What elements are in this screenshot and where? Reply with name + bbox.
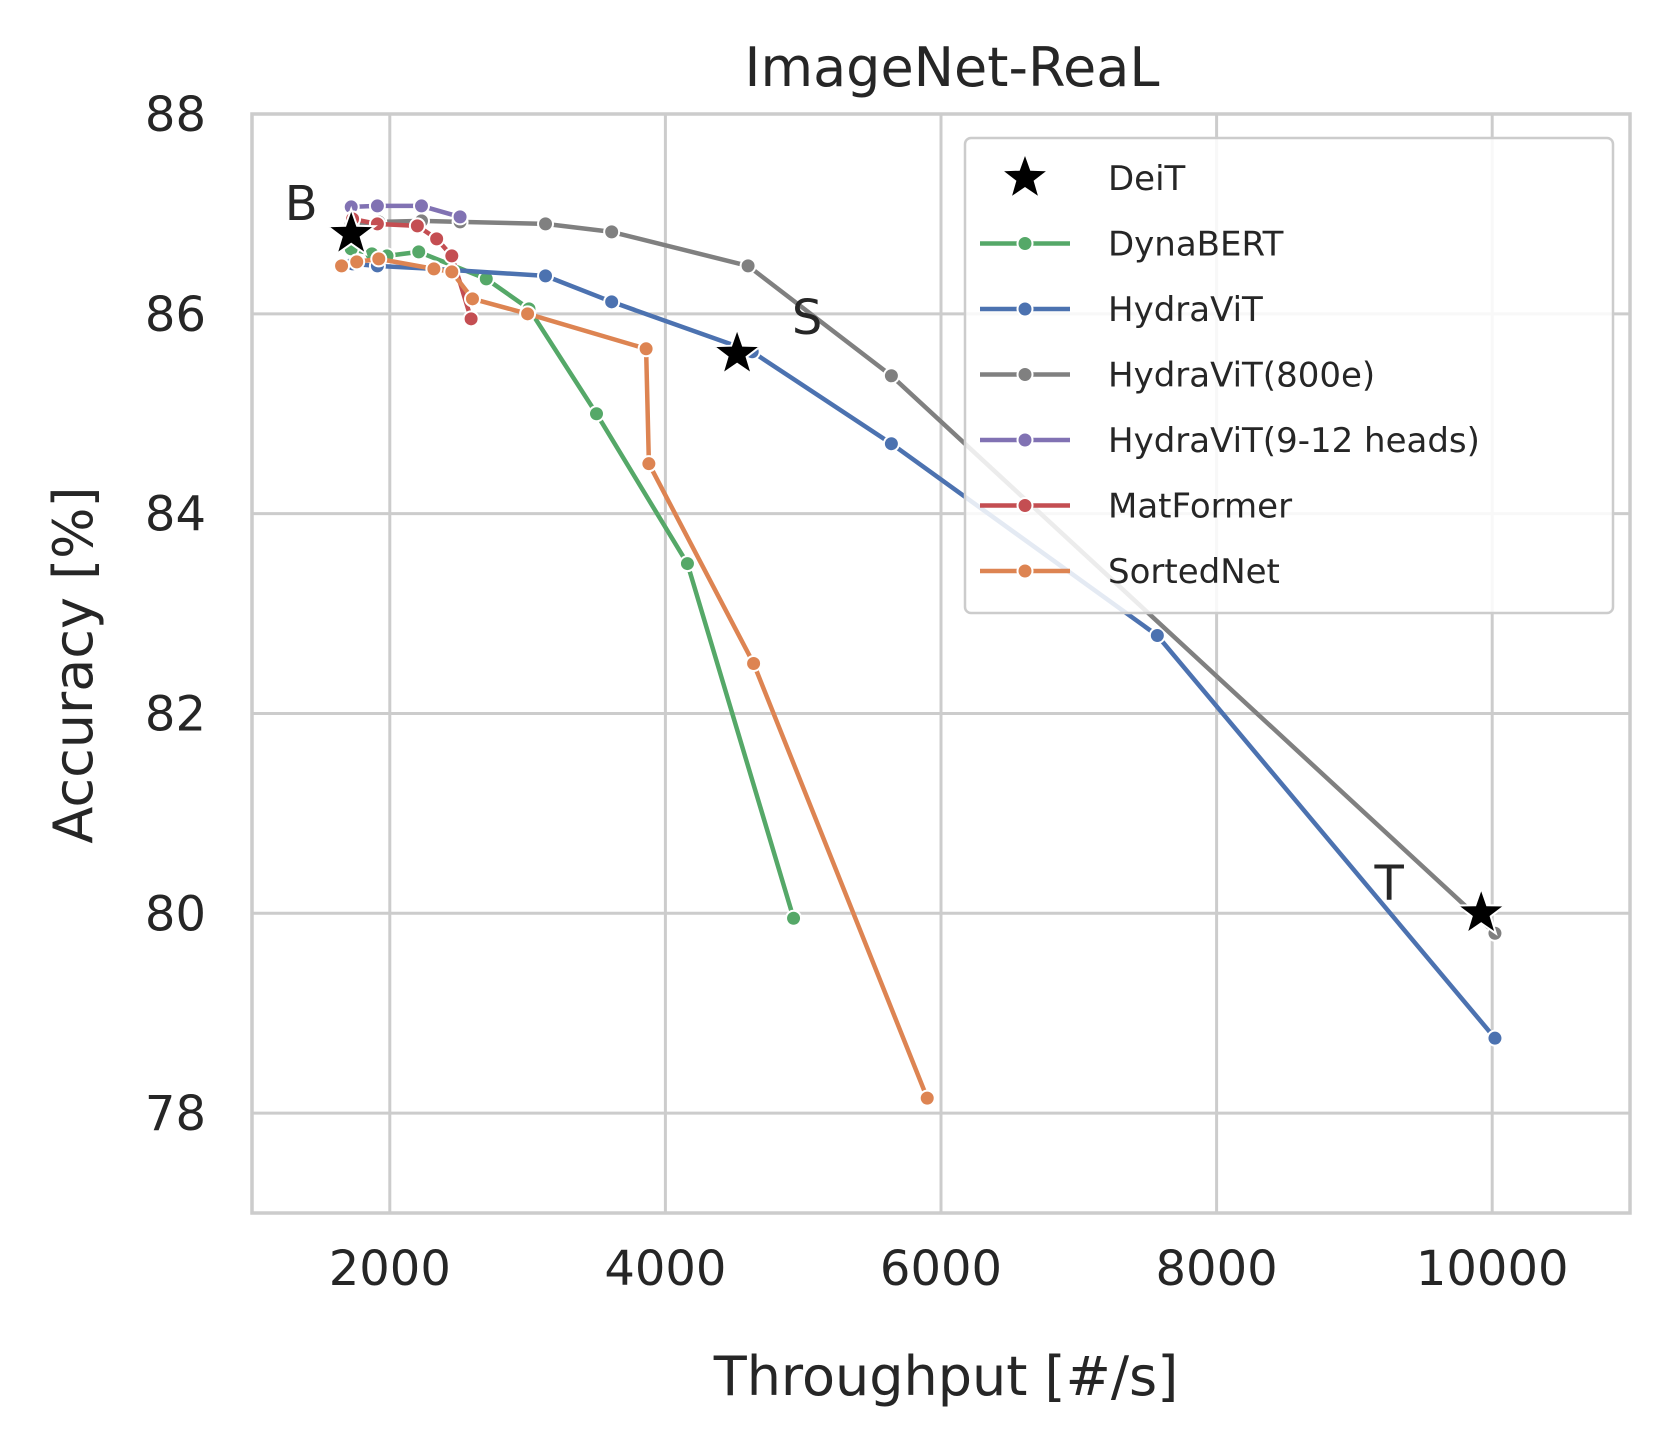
data-point xyxy=(745,655,763,672)
legend-marker-icon xyxy=(1016,431,1034,449)
legend-label: MatFormer xyxy=(1108,487,1292,527)
tick-labels: 2000 4000 6000 8000 10000 78 80 82 84 86 88 xyxy=(145,87,1569,1297)
data-point xyxy=(410,243,428,261)
deit-point-label: B xyxy=(285,176,318,232)
legend-box xyxy=(963,136,1615,615)
chart-title: ImageNet-ReaL xyxy=(745,36,1160,99)
x-tick-label: 6000 xyxy=(880,1241,1002,1297)
legend-label: DynaBERT xyxy=(1108,225,1284,265)
data-point xyxy=(882,367,900,385)
legend-marker-icon xyxy=(1016,497,1034,514)
legend-item: MatFormer xyxy=(980,487,1292,527)
deit-star-marker xyxy=(1454,885,1508,936)
legend-item: DynaBERT xyxy=(980,225,1284,265)
data-point xyxy=(463,290,481,308)
deit-star-marker xyxy=(710,325,764,377)
data-point xyxy=(443,263,461,281)
y-tick-label: 88 xyxy=(145,87,206,143)
legend-label: HydraViT xyxy=(1108,290,1263,330)
data-point xyxy=(918,1089,936,1107)
data-point xyxy=(443,247,461,265)
legend-label: HydraViT(9-12 heads) xyxy=(1108,421,1480,461)
data-point xyxy=(1486,1029,1504,1047)
data-point xyxy=(462,310,480,328)
data-point xyxy=(368,197,386,215)
legend-item: SortedNet xyxy=(980,552,1280,592)
legend-star-icon xyxy=(1004,156,1046,196)
data-point xyxy=(451,208,469,226)
data-point xyxy=(1148,627,1166,645)
data-point xyxy=(882,435,900,453)
x-tick-label: 10000 xyxy=(1416,1241,1569,1297)
legend-item: HydraViT(9-12 heads) xyxy=(980,421,1480,461)
deit-point-label: S xyxy=(792,290,822,346)
y-tick-label: 80 xyxy=(145,886,206,942)
legend-item: HydraViT xyxy=(980,290,1263,330)
data-point xyxy=(785,909,803,927)
data-point xyxy=(537,267,555,285)
deit-star-marker xyxy=(324,205,378,257)
data-point xyxy=(537,215,555,233)
data-point xyxy=(603,223,621,241)
data-point xyxy=(588,405,605,423)
data-point xyxy=(408,217,426,235)
x-tick-label: 4000 xyxy=(604,1241,726,1297)
data-point xyxy=(348,253,366,271)
plot-border xyxy=(250,112,1632,1215)
legend-label: DeiT xyxy=(1108,159,1186,199)
legend-marker-icon xyxy=(1016,366,1034,383)
y-tick-label: 78 xyxy=(145,1086,206,1142)
legend-marker-icon xyxy=(1016,300,1034,318)
data-point xyxy=(370,250,388,268)
x-tick-label: 2000 xyxy=(329,1241,451,1297)
plot-frame xyxy=(250,112,1632,1215)
deit-point-label: T xyxy=(1374,855,1405,911)
legend-item: DeiT xyxy=(1004,156,1186,199)
series-sortednet xyxy=(333,250,936,1107)
data-point xyxy=(333,257,351,275)
data-point xyxy=(678,555,696,573)
data-point xyxy=(519,305,537,323)
series-line xyxy=(351,203,461,220)
x-axis-label: Throughput [#/s] xyxy=(713,1345,1179,1408)
x-tick-label: 8000 xyxy=(1156,1241,1278,1297)
legend-label: SortedNet xyxy=(1108,552,1280,592)
legend: DeiT DynaBERT HydraViT HydraViT(800e) HydraV… xyxy=(963,136,1615,615)
y-tick-label: 84 xyxy=(145,487,206,543)
legend-label: HydraViT(800e) xyxy=(1108,356,1375,396)
legend-marker-icon xyxy=(1016,235,1034,252)
data-point xyxy=(412,197,430,215)
legend-item: HydraViT(800e) xyxy=(980,356,1375,396)
series-line xyxy=(341,256,930,1099)
y-tick-label: 86 xyxy=(145,287,206,343)
series-deit: B S T xyxy=(285,176,1508,936)
data-point xyxy=(637,340,655,358)
y-tick-label: 82 xyxy=(145,686,206,742)
data-point xyxy=(428,230,446,248)
data-point xyxy=(425,260,443,278)
data-point xyxy=(640,455,658,473)
legend-marker-icon xyxy=(1016,562,1034,580)
y-axis-label: Accuracy [%] xyxy=(42,486,105,843)
data-point xyxy=(603,293,621,311)
data-point xyxy=(739,257,757,275)
